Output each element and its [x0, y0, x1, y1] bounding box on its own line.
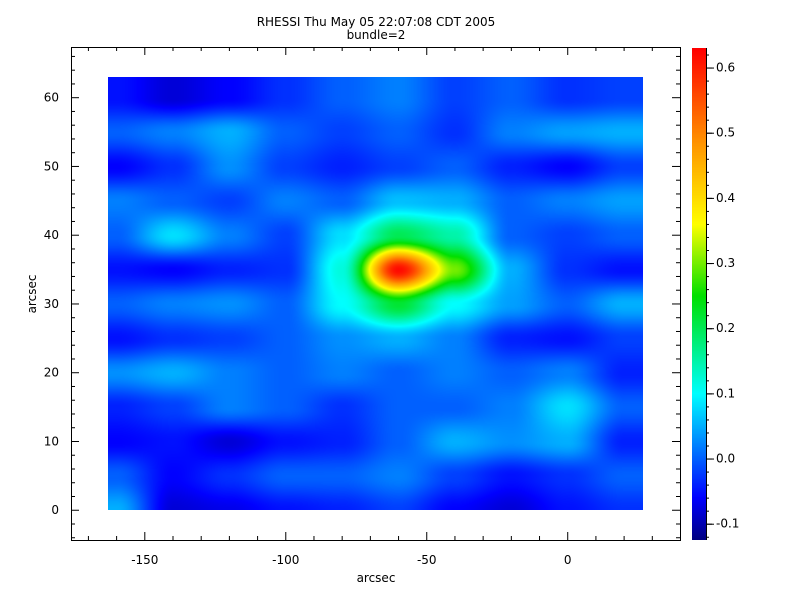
x-tick-label: -50	[417, 553, 437, 567]
chart-title: RHESSI Thu May 05 22:07:08 CDT 2005	[257, 15, 496, 29]
x-axis-label: arcsec	[357, 571, 396, 585]
colorbar-gradient	[692, 48, 706, 540]
y-tick-label: 40	[44, 228, 59, 242]
colorbar-tick-label: -0.1	[716, 517, 739, 531]
y-tick-label: 0	[51, 503, 59, 517]
colorbar-tick-label: 0.3	[716, 256, 735, 270]
y-tick-label: 60	[44, 91, 59, 105]
x-tick-label: -150	[131, 553, 158, 567]
colorbar-tick-label: 0.5	[716, 126, 735, 140]
y-tick-label: 50	[44, 159, 59, 173]
x-tick-label: -100	[272, 553, 299, 567]
heatmap-image	[108, 77, 643, 510]
colorbar-tick-label: 0.0	[716, 452, 735, 466]
colorbar-tick-label: 0.6	[716, 61, 735, 75]
x-tick-label: 0	[564, 553, 572, 567]
plot-frame	[71, 47, 681, 541]
colorbar-tick-label: 0.2	[716, 321, 735, 335]
y-tick-label: 10	[44, 434, 59, 448]
colorbar-tick-label: 0.1	[716, 386, 735, 400]
y-tick-label: 20	[44, 366, 59, 380]
y-tick-label: 30	[44, 297, 59, 311]
colorbar-tick-label: 0.4	[716, 191, 735, 205]
y-axis-label: arcsec	[25, 275, 39, 314]
chart-subtitle: bundle=2	[347, 28, 406, 42]
